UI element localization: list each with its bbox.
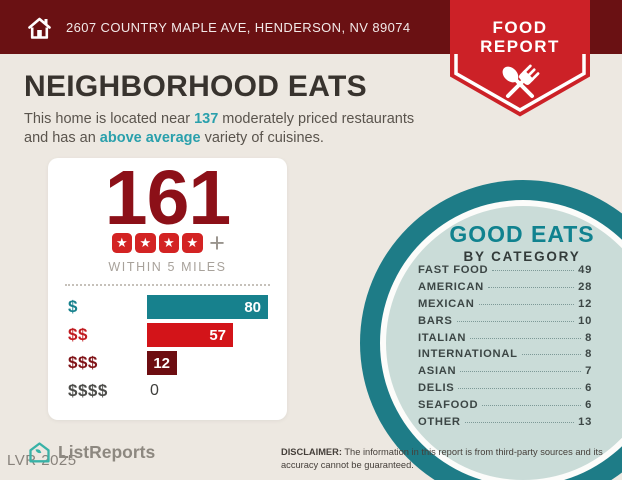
category-row: AMERICAN 28 xyxy=(418,281,592,298)
price-tier-label: $ xyxy=(68,297,78,316)
category-label: OTHER xyxy=(418,416,461,429)
bar-track: 80 xyxy=(147,295,268,319)
category-count: 6 xyxy=(585,399,592,412)
category-circle-fill xyxy=(386,206,622,480)
badge-line1: FOOD xyxy=(492,18,547,37)
star-tiles: ★ ★ ★ ★ xyxy=(110,232,204,254)
category-count: 28 xyxy=(578,280,592,293)
category-count: 6 xyxy=(585,382,592,395)
good-eats-title: GOOD EATS xyxy=(449,221,595,247)
intro-part1: This home is located near xyxy=(24,111,195,127)
category-label: ITALIAN xyxy=(418,331,467,344)
star-icon: ★ xyxy=(158,232,180,254)
price-tier-label: $$$ xyxy=(68,353,98,372)
bar-track: 57 xyxy=(147,323,268,347)
star-icon: ★ xyxy=(135,232,156,254)
restaurant-count-highlight: 137 xyxy=(194,111,219,127)
category-label: BARS xyxy=(418,314,453,327)
dotted-leader xyxy=(470,337,582,339)
dotted-leader xyxy=(492,270,575,271)
category-label: AMERICAN xyxy=(418,280,484,293)
price-tier-row: $$$ 12 xyxy=(68,349,268,377)
good-eats-heading: GOOD EATS BY CATEGORY xyxy=(422,221,622,264)
dotted-leader xyxy=(456,320,575,322)
category-row: OTHER 13 xyxy=(418,416,592,433)
variety-highlight: above average xyxy=(99,130,201,147)
category-count: 8 xyxy=(585,331,592,344)
badge-line2: REPORT xyxy=(480,37,560,56)
disclaimer-label: DISCLAIMER: xyxy=(281,447,342,457)
listreports-house-icon xyxy=(29,442,50,463)
category-list: FAST FOOD 49 AMERICAN 28 MEXICAN 12 BARS 10 ITAL… xyxy=(418,264,592,433)
category-count: 8 xyxy=(585,348,592,361)
dotted-leader xyxy=(478,303,575,305)
category-row: FAST FOOD 49 xyxy=(418,264,592,281)
dotted-divider xyxy=(65,284,270,286)
price-tier-row: $$ 57 xyxy=(68,321,268,349)
total-restaurant-count: 161 xyxy=(104,155,231,241)
ribbon-inner-border xyxy=(454,54,586,113)
bar-track: 0 xyxy=(147,379,268,403)
property-address: 2607 COUNTRY MAPLE AVE, HENDERSON, NV 89… xyxy=(66,19,411,35)
category-row: ASIAN 7 xyxy=(418,365,592,382)
dotted-leader xyxy=(487,286,575,288)
page-title: NEIGHBORHOOD EATS xyxy=(24,70,367,103)
category-count: 12 xyxy=(578,297,592,310)
category-label: FAST FOOD xyxy=(418,264,489,276)
dotted-leader xyxy=(460,371,582,373)
disclaimer-text: DISCLAIMER: The information in this repo… xyxy=(281,447,603,470)
dotted-leader xyxy=(458,388,582,390)
price-tier-zero-value: 0 xyxy=(150,382,159,399)
star-icon: ★ xyxy=(182,232,203,254)
category-label: SEAFOOD xyxy=(418,399,479,412)
category-row: DELIS 6 xyxy=(418,382,592,399)
home-icon xyxy=(28,17,51,39)
summary-card: 161 ★ ★ ★ ★ + WITHIN 5 MILES $80 $$ 57 $$$ 12 $$… xyxy=(48,158,287,420)
category-row: ITALIAN 8 xyxy=(418,332,592,349)
radius-label: WITHIN 5 MILES xyxy=(108,260,227,274)
price-tier-row: $80 xyxy=(68,293,268,321)
crossed-utensils-icon xyxy=(502,64,540,99)
category-count: 7 xyxy=(585,365,592,378)
price-tier-row: $$$$ 0 xyxy=(68,377,268,405)
price-tier-bar: 12 xyxy=(147,351,177,375)
category-row: SEAFOOD 6 xyxy=(418,399,592,416)
category-row: MEXICAN 12 xyxy=(418,298,592,315)
star-icon: ★ xyxy=(111,232,133,254)
category-label: ASIAN xyxy=(418,365,457,378)
category-row: INTERNATIONAL 8 xyxy=(418,348,592,365)
category-label: MEXICAN xyxy=(418,297,475,310)
listreports-wordmark: ListReports xyxy=(58,442,156,462)
plus-sign: + xyxy=(209,228,225,258)
dotted-leader xyxy=(464,422,575,424)
category-label: INTERNATIONAL xyxy=(418,348,518,361)
intro-text: This home is located near 137 moderately… xyxy=(24,110,432,149)
good-eats-subtitle: BY CATEGORY xyxy=(463,249,581,264)
category-row: BARS 10 xyxy=(418,315,592,332)
price-tier-bar: 80 xyxy=(147,295,268,319)
dotted-leader xyxy=(482,405,582,407)
price-tier-label: $$$$ xyxy=(68,381,108,400)
category-label: DELIS xyxy=(418,382,455,395)
food-report-badge: FOOD REPORT xyxy=(450,0,590,120)
category-count: 10 xyxy=(578,314,592,327)
intro-part3: variety of cuisines. xyxy=(200,130,324,147)
category-count: 13 xyxy=(578,416,592,429)
price-tier-bar: 57 xyxy=(147,323,233,347)
price-tier-label: $$ xyxy=(68,325,88,344)
category-count: 49 xyxy=(578,264,592,276)
ribbon-shape xyxy=(450,0,590,117)
intro-part2: moderately priced restaurants and has an xyxy=(24,111,415,147)
bar-track: 12 xyxy=(147,351,268,375)
dotted-leader xyxy=(521,354,582,356)
listreports-logo: ListReports xyxy=(28,441,155,464)
star-rating: ★ ★ ★ ★ + xyxy=(48,228,287,258)
price-tier-bar-chart: $80 $$ 57 $$$ 12 $$$$ 0 xyxy=(48,293,287,405)
